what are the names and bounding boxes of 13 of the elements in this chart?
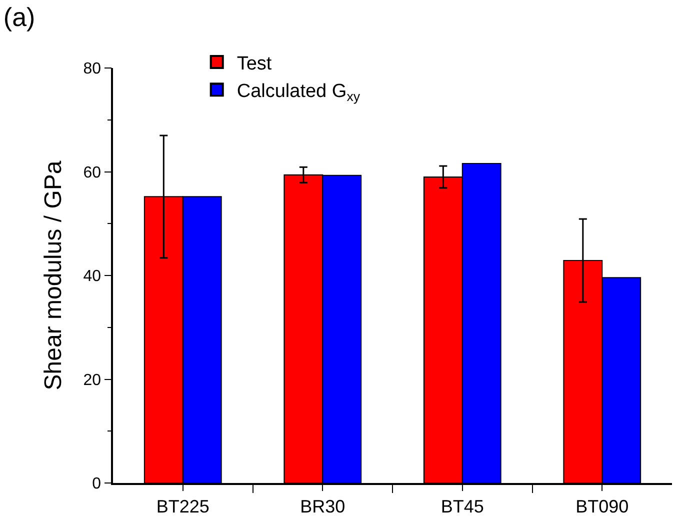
x-tick-label: BT45 — [440, 496, 484, 516]
y-tick-label: 60 — [83, 164, 102, 182]
x-tick-label: BR30 — [300, 496, 346, 516]
y-tick-label: 40 — [83, 268, 102, 286]
x-tick-label: BT225 — [156, 496, 210, 516]
y-tick-label: 0 — [92, 476, 102, 493]
chart-title: (a) — [3, 2, 36, 32]
y-axis-title: Shear modulus / GPa — [40, 160, 67, 390]
legend-label: Calculated G$_{xy}$ — [236, 81, 360, 104]
y-tick-label: 80 — [83, 60, 102, 78]
y-tick-label: 20 — [83, 372, 102, 389]
legend-label: Test — [236, 53, 272, 74]
x-tick-label: BT090 — [576, 496, 629, 516]
